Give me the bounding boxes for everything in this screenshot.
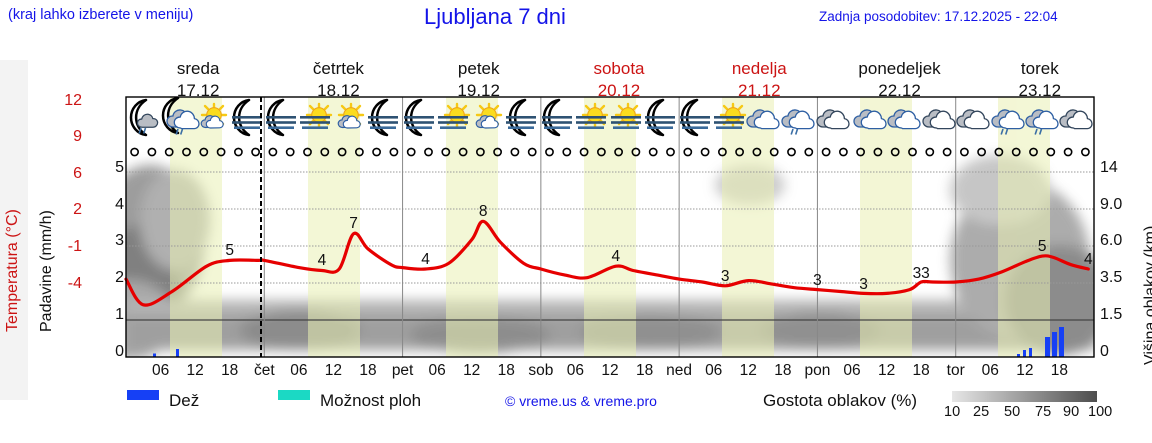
svg-text:12: 12 — [1016, 362, 1033, 379]
svg-text:3: 3 — [721, 268, 730, 285]
svg-text:18: 18 — [221, 362, 238, 379]
svg-text:4: 4 — [611, 248, 620, 265]
svg-text:06: 06 — [843, 362, 860, 379]
svg-text:12: 12 — [325, 362, 342, 379]
svg-text:06: 06 — [982, 362, 999, 379]
svg-text:8: 8 — [479, 203, 488, 220]
svg-text:3: 3 — [813, 272, 822, 289]
svg-text:4: 4 — [421, 251, 430, 268]
svg-text:12: 12 — [601, 362, 618, 379]
svg-text:7: 7 — [349, 215, 358, 232]
svg-text:5: 5 — [225, 242, 234, 259]
svg-text:3: 3 — [859, 276, 868, 293]
svg-text:pon: pon — [804, 362, 830, 379]
svg-text:06: 06 — [428, 362, 445, 379]
svg-text:06: 06 — [290, 362, 307, 379]
svg-text:06: 06 — [705, 362, 722, 379]
svg-text:4: 4 — [1084, 251, 1093, 268]
svg-text:12: 12 — [878, 362, 895, 379]
svg-text:ned: ned — [666, 362, 692, 379]
svg-text:18: 18 — [498, 362, 515, 379]
svg-text:čet: čet — [254, 362, 275, 379]
svg-text:06: 06 — [152, 362, 169, 379]
svg-text:4: 4 — [318, 252, 327, 269]
svg-text:06: 06 — [567, 362, 584, 379]
svg-text:18: 18 — [636, 362, 653, 379]
svg-text:18: 18 — [1051, 362, 1068, 379]
svg-text:18: 18 — [912, 362, 929, 379]
svg-text:12: 12 — [186, 362, 203, 379]
svg-text:tor: tor — [947, 362, 965, 379]
svg-text:pet: pet — [392, 362, 414, 379]
svg-text:5: 5 — [1038, 238, 1047, 255]
svg-text:12: 12 — [740, 362, 757, 379]
svg-text:sob: sob — [528, 362, 553, 379]
svg-text:18: 18 — [359, 362, 376, 379]
svg-text:18: 18 — [774, 362, 791, 379]
svg-text:12: 12 — [463, 362, 480, 379]
svg-text:33: 33 — [913, 265, 930, 282]
